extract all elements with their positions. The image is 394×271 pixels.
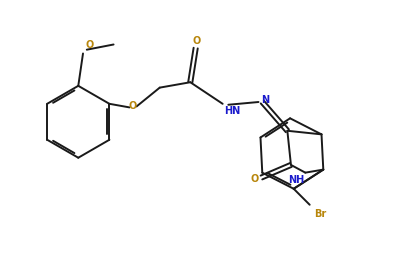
Text: Br: Br [314,209,327,220]
Text: O: O [129,101,137,111]
Text: O: O [193,36,201,46]
Text: O: O [250,175,258,184]
Text: O: O [85,40,94,50]
Text: N: N [261,95,269,105]
Text: NH: NH [288,176,305,185]
Text: HN: HN [224,106,240,116]
